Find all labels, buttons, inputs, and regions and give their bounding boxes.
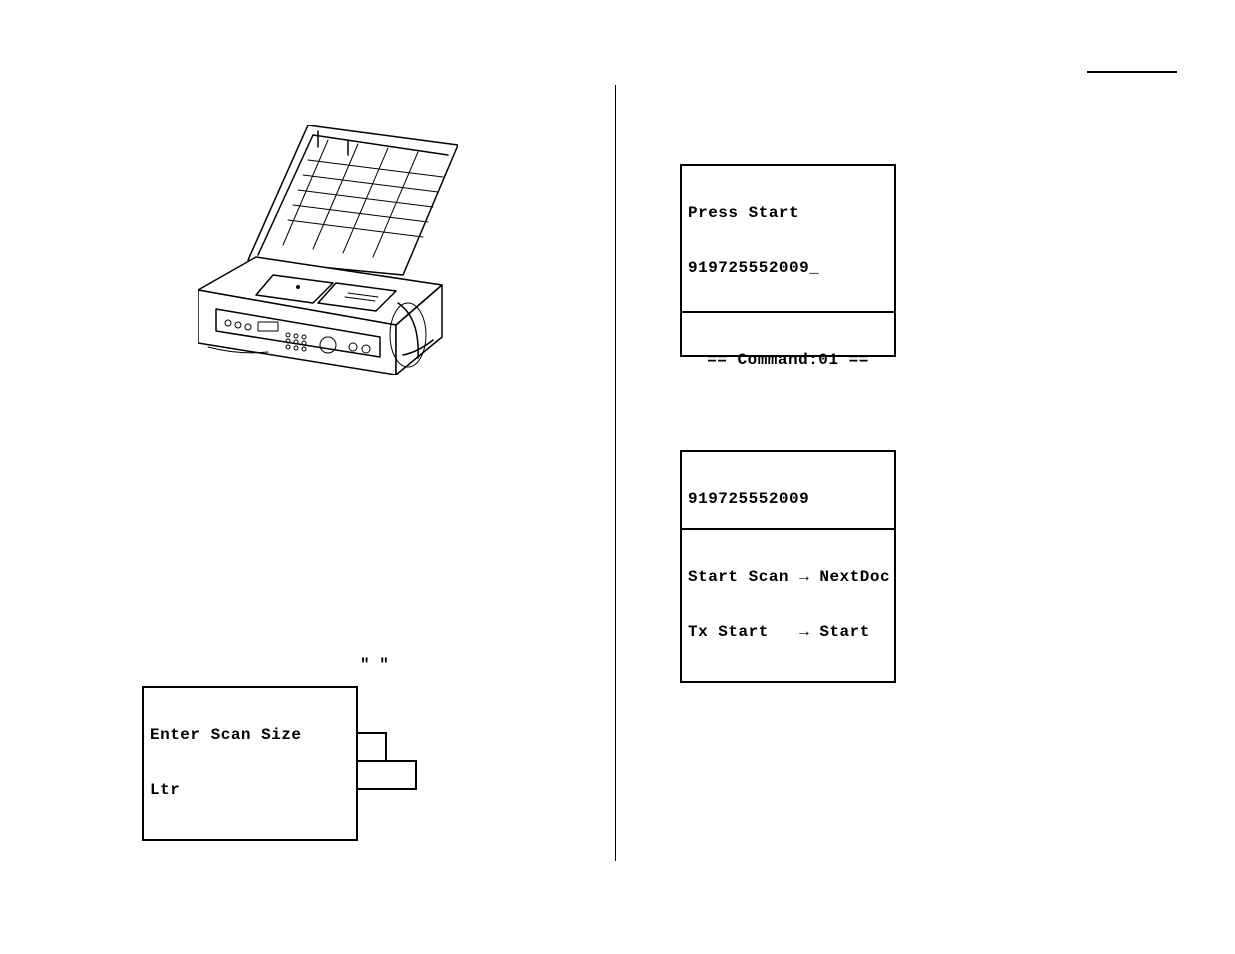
lcd-line: Press Start: [688, 204, 888, 222]
lcd-start-scan: Start Scan → NextDoc Tx Start → Start: [680, 528, 896, 683]
lcd-line: Start Scan → NextDoc: [688, 568, 888, 586]
lcd-line: 919725552009_: [688, 259, 888, 277]
lcd-scan-size-ltr: Enter Scan Size Ltr: [142, 686, 358, 841]
lcd-line: Ltr: [150, 781, 350, 799]
arrow-right-icon: →: [799, 568, 809, 586]
lcd-line: == Command:01 ==: [688, 351, 888, 369]
lcd-command: == Command:01 ==: [680, 311, 896, 357]
lcd-text: Tx Start: [688, 623, 769, 641]
lcd-text: Start: [819, 623, 870, 641]
printer-illustration: [198, 125, 458, 375]
lcd-text: NextDoc: [819, 568, 890, 586]
quote-marks: ″ ″: [360, 656, 389, 674]
arrow-right-icon: →: [799, 623, 809, 641]
column-divider: [615, 85, 616, 861]
lcd-line: Enter Scan Size: [150, 726, 350, 744]
header-rule: [1087, 71, 1177, 73]
lcd-press-start: Press Start 919725552009_: [680, 164, 896, 319]
lcd-line: Tx Start → Start: [688, 623, 888, 641]
lcd-line: 919725552009: [688, 490, 888, 508]
lcd-text: Start Scan: [688, 568, 789, 586]
